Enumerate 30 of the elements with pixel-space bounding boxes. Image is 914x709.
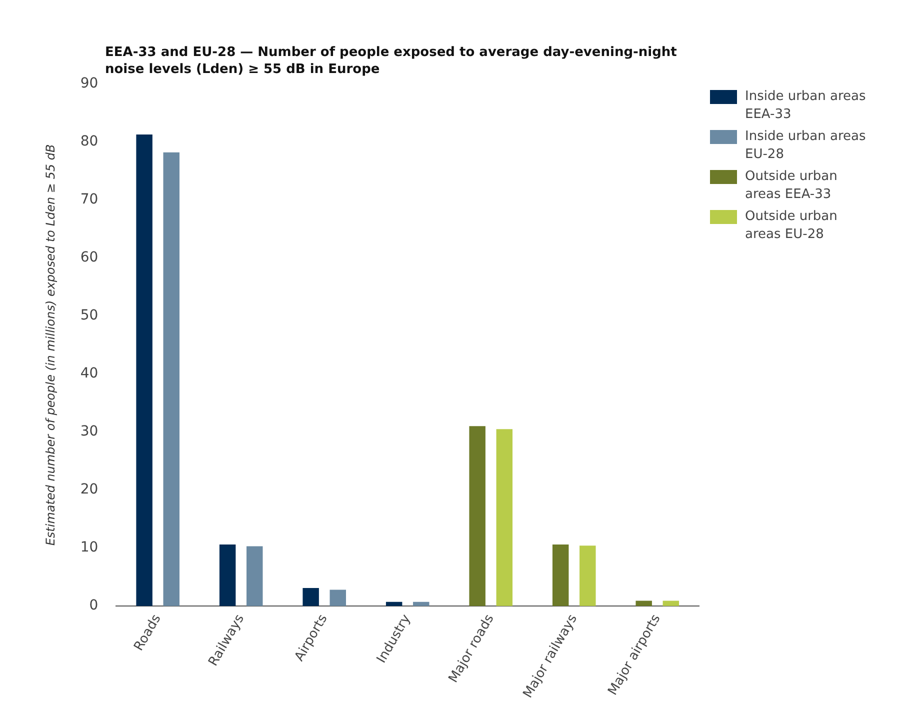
bar [496, 429, 513, 606]
y-tick-label: 40 [80, 366, 98, 382]
legend-label: Inside urban areas EU-28 [745, 128, 867, 164]
bar [552, 544, 569, 606]
bar [219, 544, 236, 606]
y-tick-label: 60 [80, 250, 98, 266]
bar [302, 588, 319, 606]
y-tick-label: 70 [80, 192, 98, 208]
chart-title: EEA-33 and EU-28 — Number of people exposed to average day-evening-night noise levels (Lden) ≥ 55 dB in Europe [105, 44, 678, 78]
y-tick-label: 80 [80, 134, 98, 150]
y-tick-label: 90 [80, 76, 98, 92]
bar [662, 600, 680, 606]
bar [469, 426, 486, 606]
legend-label: Outside urban areas EU-28 [745, 208, 838, 244]
y-tick-label: 0 [89, 598, 98, 614]
bar [330, 590, 346, 606]
y-tick-label: 20 [80, 482, 98, 498]
y-tick-label: 30 [80, 424, 98, 440]
bar [580, 546, 596, 606]
legend-label: Outside urban areas EEA-33 [745, 168, 838, 204]
bar [163, 152, 180, 606]
y-tick-label: 50 [80, 308, 98, 324]
bar [636, 600, 652, 606]
bar [413, 602, 430, 606]
y-tick-label: 10 [80, 540, 98, 556]
bar [386, 602, 402, 606]
bar [136, 134, 152, 606]
bar [246, 546, 263, 606]
legend-label: Inside urban areas EEA-33 [745, 88, 867, 124]
y-axis-title: Estimated number of people (in millions) exposed to Lden ≥ 55 dB [43, 144, 58, 546]
